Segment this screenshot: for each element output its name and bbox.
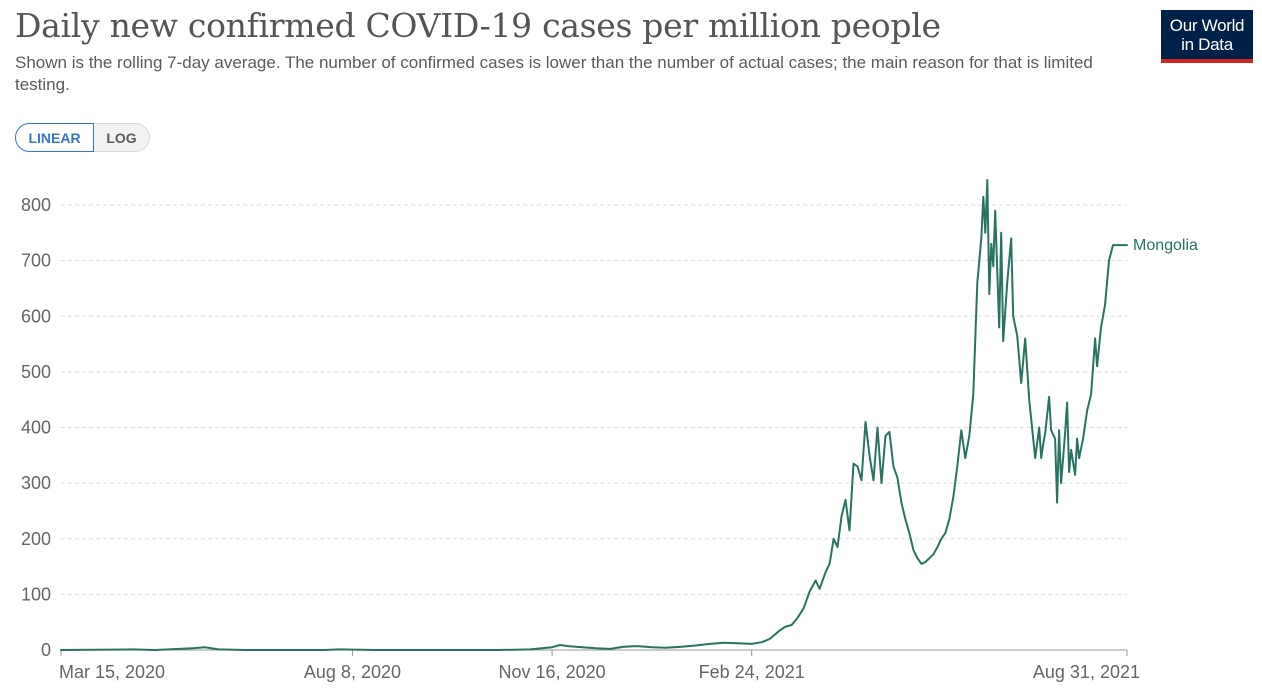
scale-toggle: LINEAR LOG <box>15 123 150 152</box>
x-tick-label: Nov 16, 2020 <box>499 662 606 682</box>
y-tick-label: 300 <box>21 473 51 493</box>
chart-title: Daily new confirmed COVID-19 cases per m… <box>15 6 941 45</box>
logo-line-2: in Data <box>1181 34 1233 54</box>
x-tick-label: Mar 15, 2020 <box>59 662 165 682</box>
x-tick-label: Feb 24, 2021 <box>699 662 805 682</box>
series-label[interactable]: Mongolia <box>1133 237 1198 254</box>
y-tick-label: 200 <box>21 529 51 549</box>
series-line-mongolia[interactable] <box>60 179 1128 651</box>
y-tick-label: 700 <box>21 251 51 271</box>
log-scale-button[interactable]: LOG <box>94 123 150 152</box>
y-axis: 0 100 200 300 400 500 600 700 800 <box>21 195 51 660</box>
y-tick-label: 400 <box>21 418 51 438</box>
x-tick-label: Aug 8, 2020 <box>304 662 401 682</box>
owid-logo[interactable]: Our World in Data <box>1161 10 1253 63</box>
grid <box>61 204 1127 595</box>
y-tick-label: 800 <box>21 195 51 215</box>
y-tick-label: 0 <box>41 640 51 660</box>
linear-scale-button[interactable]: LINEAR <box>15 123 94 152</box>
series-layer: Mongolia <box>60 179 1198 651</box>
x-tick-label: Aug 31, 2021 <box>1033 662 1140 682</box>
y-tick-label: 500 <box>21 362 51 382</box>
y-tick-label: 600 <box>21 306 51 326</box>
x-axis: Mar 15, 2020 Aug 8, 2020 Nov 16, 2020 Feb 2… <box>59 649 1140 682</box>
logo-line-1: Our World <box>1169 15 1245 35</box>
y-tick-label: 100 <box>21 584 51 604</box>
chart-subtitle: Shown is the rolling 7-day average. The … <box>15 53 1093 94</box>
